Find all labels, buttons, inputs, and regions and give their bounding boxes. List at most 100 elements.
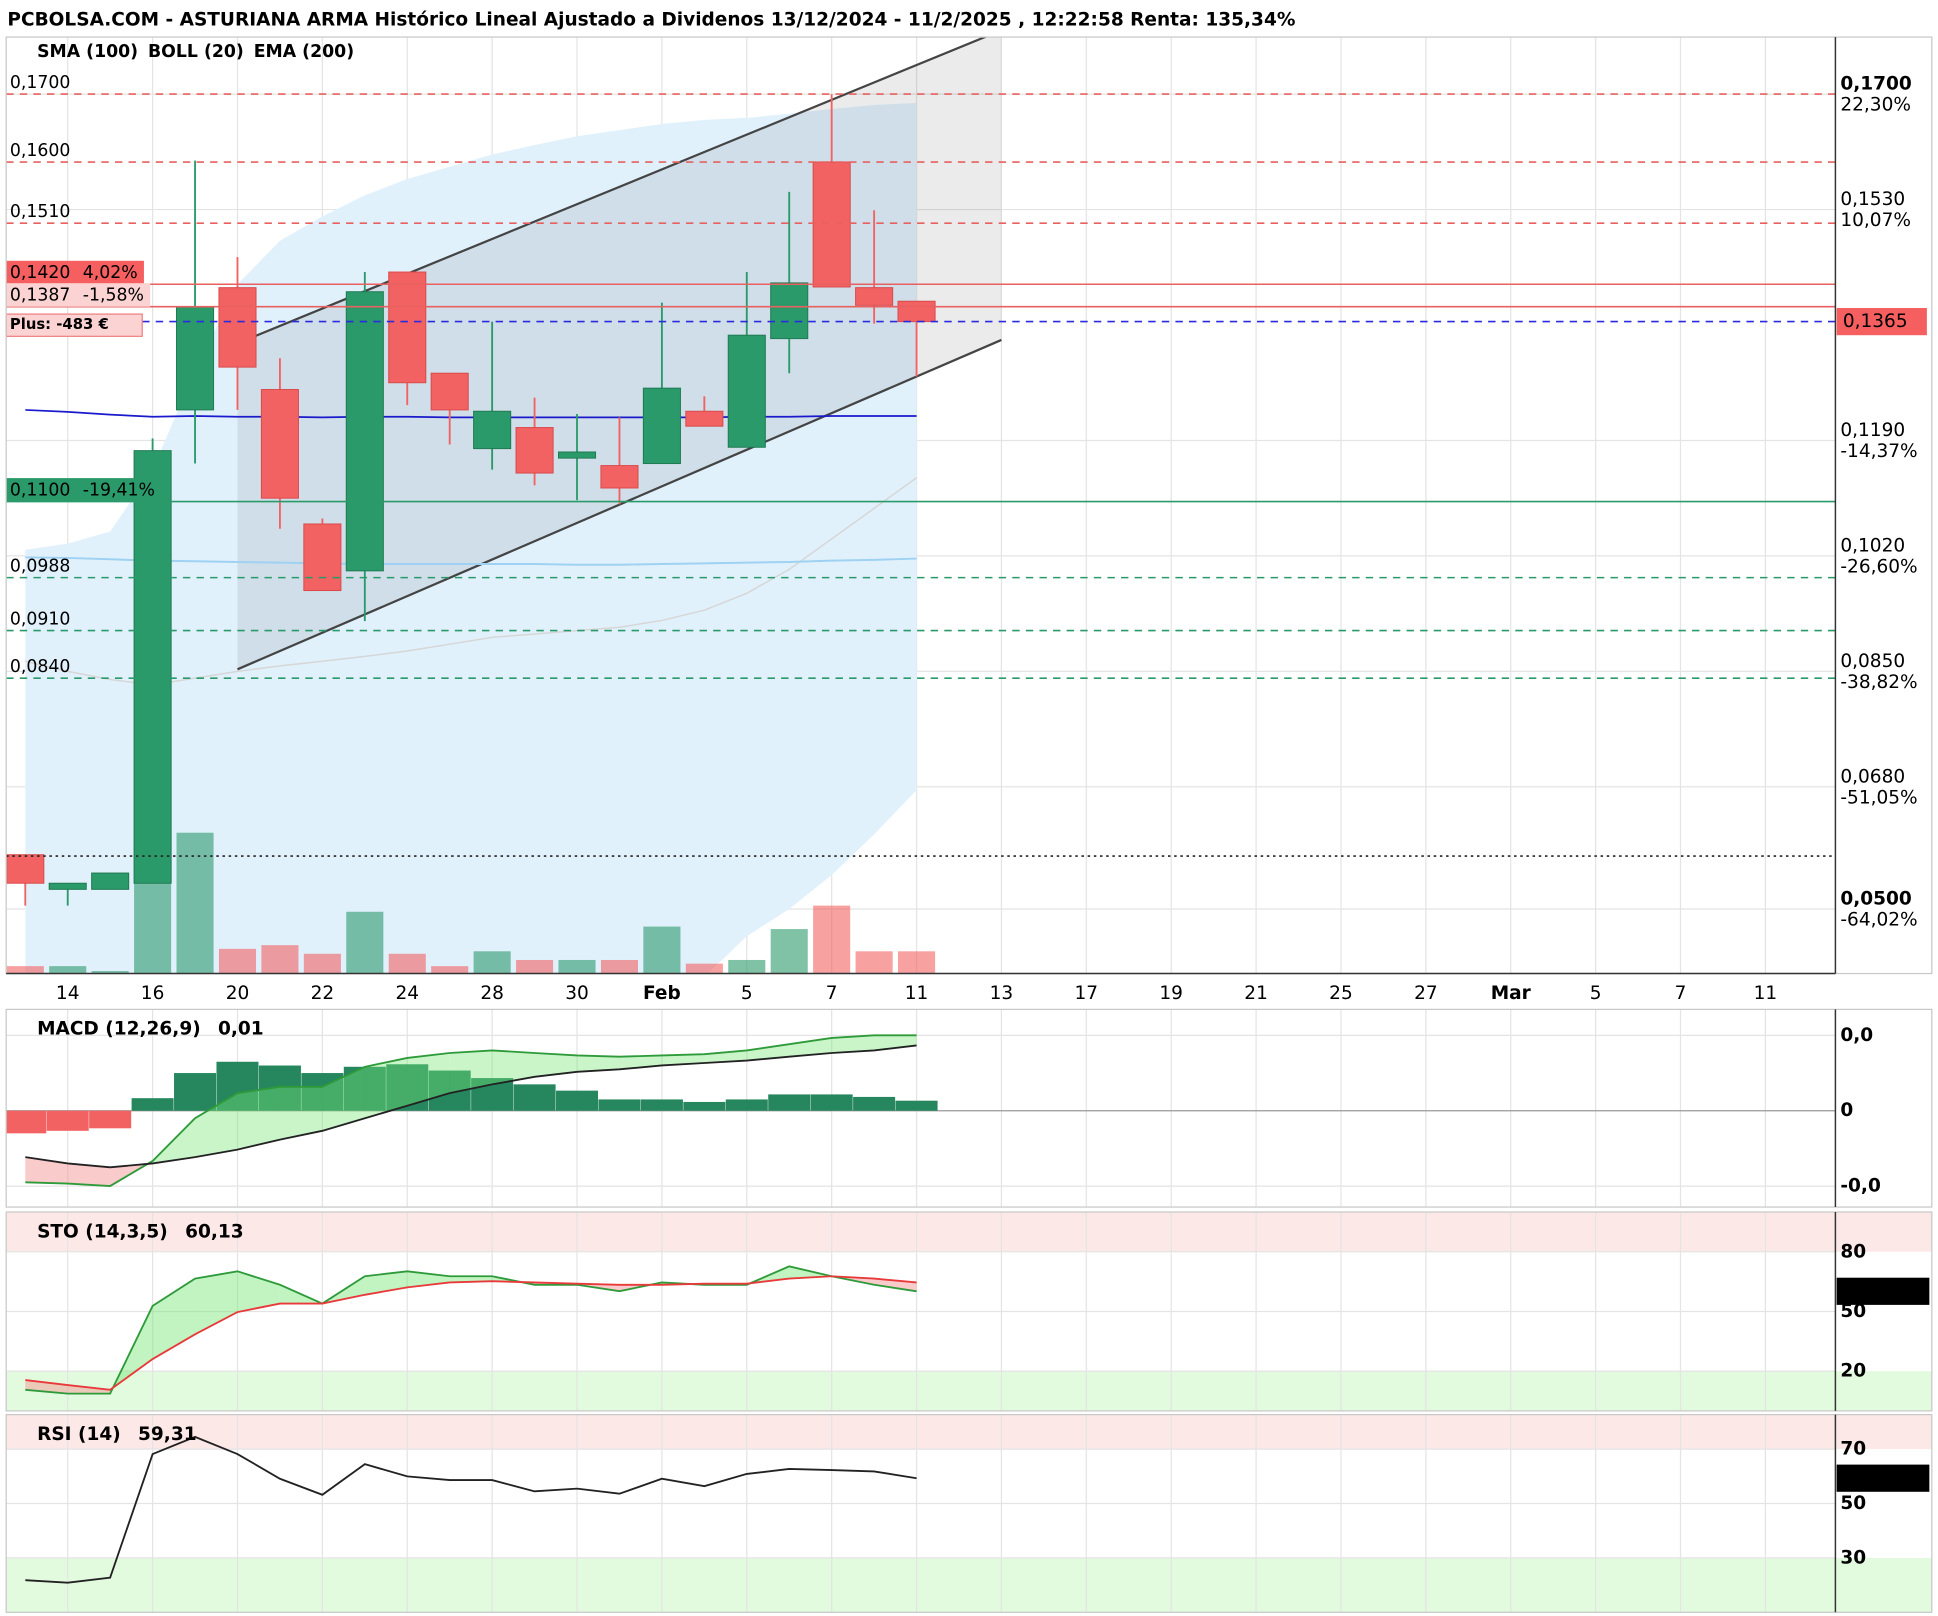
x-tick-label: 24 [395,983,419,1004]
y-tick-label: -0,0 [1840,1176,1881,1197]
macd-fill [25,1157,68,1184]
macd-histogram-bar [598,1099,641,1111]
candle-body [218,287,257,368]
candle-body [557,451,597,459]
x-tick-label: 5 [741,983,753,1004]
last-price-box [1836,308,1927,336]
volume-bar [813,905,851,974]
last-value-box [1836,1277,1930,1305]
y-tick-percent: -51,05% [1840,787,1917,808]
candle-body [770,282,809,340]
macd-line [25,1034,917,1187]
volume-bar [473,951,511,974]
candle-body [685,410,724,427]
legend-entry: SMA (100) [37,42,138,62]
oversold-zone [6,1371,1932,1411]
last-value-box [1836,1464,1930,1492]
macd-histogram-bar [131,1098,174,1111]
bollinger-middle [25,477,918,686]
overbought-zone [6,1414,1932,1450]
level-percent: 4,02% [83,263,138,283]
y-tick-label: 0 [1840,1100,1853,1121]
volume-bar [261,945,299,974]
y-tick-label: 0,0 [1840,1025,1873,1046]
level-label-box [6,478,162,502]
volume-bar [431,966,469,974]
last-value-label: 59,319 [1842,1468,1907,1489]
y-tick-label: 0,0850 [1840,651,1905,672]
stochastic-k [25,1265,917,1395]
candle-body [812,161,851,288]
level-label: 0,0840 [10,657,71,677]
x-tick-label: 30 [565,983,589,1004]
panel-border [5,1211,1933,1412]
macd-fill [407,1052,450,1106]
y-tick-percent: -14,37% [1840,441,1917,462]
plot-area [25,1265,917,1395]
level-label: 0,1510 [10,202,71,222]
stochastic-d [25,1275,917,1391]
candle-body [133,450,172,884]
x-tick-label: 22 [311,983,335,1004]
y-tick-label: 20 [1840,1361,1866,1382]
volume-bar [685,963,723,974]
y-tick-percent: -64,02% [1840,910,1917,931]
x-tick-label: Mar [1491,983,1532,1004]
y-tick-label: 0,0500 [1840,889,1911,910]
level-label: 0,0910 [10,609,71,629]
volume-bar [898,951,936,974]
x-tick-label: 17 [1075,983,1099,1004]
panel-border [5,1008,1933,1208]
macd-fill [279,1086,323,1140]
y-tick-label: 0,1530 [1840,189,1905,210]
y-tick-label: 0,0680 [1840,766,1905,787]
y-tick-label: 30 [1840,1547,1866,1568]
volume-bar [600,959,639,974]
stochastic-fill [195,1271,238,1335]
level-label-box [6,283,151,307]
candle-body [727,334,766,448]
volume-bar [49,966,87,974]
panel-value: 59,31 [138,1424,197,1445]
level-label: 0,1420 [10,263,71,283]
y-tick-label: 80 [1840,1241,1866,1262]
panel-value: 0,01 [218,1019,264,1040]
level-label: 0,1700 [10,73,71,93]
candle-body [515,427,554,474]
y-tick-label: 0,1700 [1840,74,1911,95]
panel-title: RSI (14) [37,1424,121,1445]
volume-bar [134,883,172,974]
y-tick-label: 0,1190 [1840,420,1905,441]
overbought-zone [6,1212,1932,1252]
candle-body [473,410,512,450]
x-tick-label: 20 [226,983,250,1004]
x-tick-label: 16 [141,983,165,1004]
candle-body [303,523,342,592]
volume-bar [558,959,596,974]
rsi-line [25,1435,917,1584]
volume-bar [770,929,808,974]
volume-bar [91,971,129,974]
panel-value: 60,13 [185,1221,244,1242]
candle-body [642,387,681,465]
last-price-label: 0,1365 [1843,311,1908,332]
macd-histogram-bar [556,1090,599,1111]
ema-line [25,409,917,419]
volume-bar [388,953,426,974]
x-tick-label: 11 [905,983,929,1004]
x-tick-label: 14 [56,983,80,1004]
plot-area [6,37,1002,974]
candle-body [897,300,936,323]
chart-title: PCBOLSA.COM - ASTURIANA ARMA Histórico L… [7,9,1295,30]
y-tick-percent: 10,07% [1840,210,1911,231]
macd-fill [195,1093,238,1158]
y-tick-label: 50 [1840,1301,1866,1322]
macd-histogram-bar [89,1110,132,1129]
panel-title: MACD (12,26,9) [37,1019,201,1040]
level-percent: -19,41% [83,480,155,500]
y-tick-percent: -26,60% [1840,557,1917,578]
last-value-label: 60,137 [1842,1281,1907,1302]
macd-fill [449,1050,493,1094]
macd-histogram-bar [683,1101,726,1111]
